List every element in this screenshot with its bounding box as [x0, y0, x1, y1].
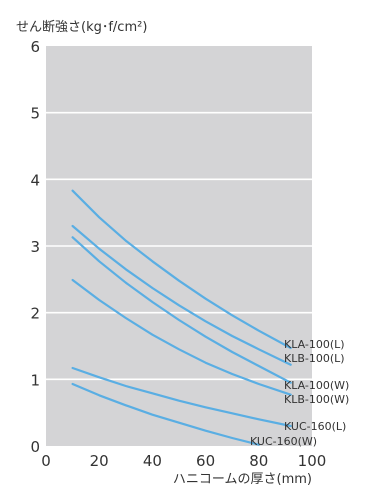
x-tick-label: 40: [143, 452, 162, 470]
series-label: KLB-100(L): [284, 352, 345, 365]
series-label: KLA-100(W): [284, 379, 349, 392]
series-label: KLA-100(L): [284, 338, 345, 351]
series-line: [71, 236, 292, 384]
x-tick-label: 80: [249, 452, 268, 470]
x-tick-label: 100: [298, 452, 327, 470]
y-tick-labels: 0 1 2 3 4 5 6: [30, 38, 40, 456]
series-line: [71, 366, 292, 428]
series-line: [71, 189, 292, 350]
y-tick-label: 3: [30, 238, 40, 256]
series-label: KUC-160(W): [250, 435, 317, 448]
y-tick-label: 6: [30, 38, 40, 56]
series-labels: KLA-100(L)KLB-100(L) KLA-100(W)KLB-100(W)…: [250, 338, 349, 448]
x-axis-title: ハニコームの厚さ(mm): [173, 472, 312, 487]
x-tick-label: 0: [41, 452, 51, 470]
y-tick-label: 2: [30, 305, 40, 323]
y-tick-label: 4: [30, 171, 40, 189]
y-axis-title: せん断強さ(kg･f/cm²): [16, 20, 147, 35]
series-lines: [71, 189, 292, 446]
gridlines: [46, 111, 312, 381]
series-line: [71, 382, 260, 446]
series-label: KLB-100(W): [284, 393, 349, 406]
y-tick-label: 0: [30, 438, 40, 456]
series-line: [71, 224, 292, 366]
x-tick-labels: 0 20 40 60 80 100: [41, 452, 326, 470]
x-tick-label: 60: [196, 452, 215, 470]
series-label: KUC-160(L): [284, 420, 346, 433]
x-tick-label: 20: [90, 452, 109, 470]
y-tick-label: 1: [30, 371, 40, 389]
y-tick-label: 5: [30, 105, 40, 123]
series-line: [71, 278, 292, 396]
